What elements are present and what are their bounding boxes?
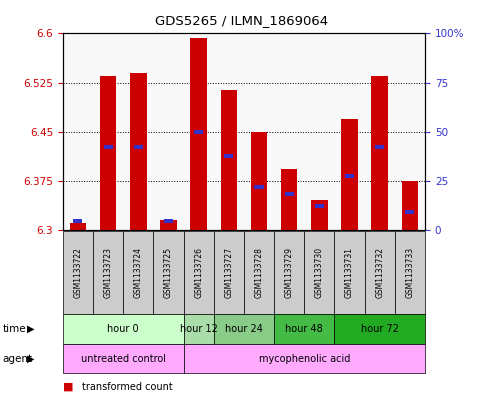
Text: ■: ■	[63, 382, 73, 392]
Text: GSM1133730: GSM1133730	[315, 247, 324, 298]
Text: GSM1133727: GSM1133727	[224, 247, 233, 298]
Text: hour 72: hour 72	[361, 324, 399, 334]
Text: GSM1133726: GSM1133726	[194, 247, 203, 298]
Text: time: time	[2, 324, 26, 334]
Text: GSM1133722: GSM1133722	[73, 247, 83, 298]
Bar	[281, 169, 298, 230]
Bar	[402, 181, 418, 230]
Bar	[284, 192, 294, 196]
Bar	[103, 145, 113, 149]
Bar	[315, 204, 324, 208]
Bar	[190, 38, 207, 230]
Text: untreated control: untreated control	[81, 354, 166, 364]
Bar	[341, 119, 358, 230]
Bar	[70, 223, 86, 230]
Text: GSM1133731: GSM1133731	[345, 247, 354, 298]
Text: hour 24: hour 24	[225, 324, 263, 334]
Bar	[100, 76, 116, 230]
Bar	[73, 219, 83, 223]
Bar	[134, 145, 143, 149]
Text: hour 48: hour 48	[285, 324, 323, 334]
Bar	[405, 209, 414, 213]
Text: hour 0: hour 0	[107, 324, 139, 334]
Text: GDS5265 / ILMN_1869064: GDS5265 / ILMN_1869064	[155, 14, 328, 27]
Text: hour 12: hour 12	[180, 324, 217, 334]
Bar	[311, 200, 327, 230]
Text: GSM1133733: GSM1133733	[405, 247, 414, 298]
Bar	[251, 132, 267, 230]
Bar	[375, 145, 384, 149]
Text: GSM1133728: GSM1133728	[255, 247, 264, 298]
Bar	[224, 154, 233, 158]
Text: GSM1133725: GSM1133725	[164, 247, 173, 298]
Bar	[371, 76, 388, 230]
Bar	[255, 185, 264, 189]
Text: agent: agent	[2, 354, 32, 364]
Bar	[194, 130, 203, 134]
Text: mycophenolic acid: mycophenolic acid	[258, 354, 350, 364]
Text: GSM1133732: GSM1133732	[375, 247, 384, 298]
Text: ▶: ▶	[27, 354, 34, 364]
Text: GSM1133723: GSM1133723	[103, 247, 113, 298]
Bar	[130, 73, 146, 230]
Text: GSM1133724: GSM1133724	[134, 247, 143, 298]
Bar	[221, 90, 237, 230]
Text: transformed count: transformed count	[82, 382, 173, 392]
Bar	[164, 219, 173, 223]
Bar	[345, 174, 354, 178]
Text: ▶: ▶	[27, 324, 34, 334]
Text: GSM1133729: GSM1133729	[284, 247, 294, 298]
Bar	[160, 220, 177, 230]
